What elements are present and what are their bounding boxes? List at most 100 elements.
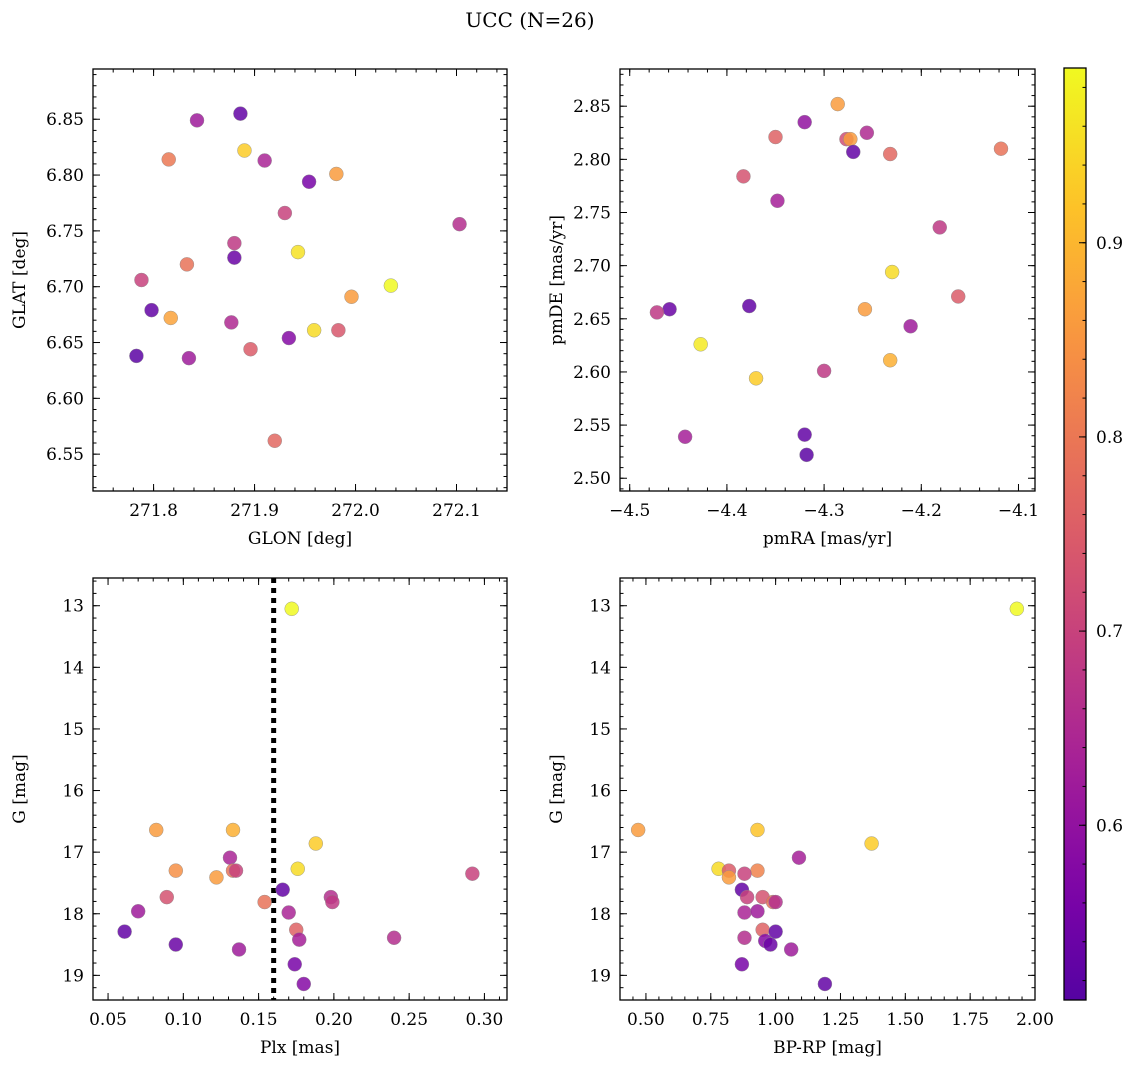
data-point [903, 319, 918, 334]
data-point [281, 905, 296, 920]
data-point [243, 342, 258, 357]
data-point [649, 305, 665, 320]
colorbar-tick-label: 0.9 [1096, 234, 1123, 254]
data-point [292, 932, 307, 947]
data-point [799, 447, 814, 463]
x-axis-label: GLON [deg] [248, 529, 352, 549]
data-point [736, 169, 751, 184]
data-point [237, 143, 252, 158]
y-tick-label: 2.60 [573, 363, 611, 383]
data-point [257, 894, 272, 910]
data-point [859, 125, 875, 140]
points [649, 96, 1009, 463]
data-point [783, 942, 799, 957]
colorbar-tick-label: 0.8 [1096, 428, 1123, 448]
data-point [452, 216, 467, 232]
colorbar-gradient [1063, 67, 1087, 1001]
ticks [620, 69, 1035, 491]
y-tick-label: 17 [589, 843, 611, 863]
x-axis-label: Plx [mas] [260, 1038, 340, 1058]
data-point [144, 302, 159, 318]
data-point [284, 601, 299, 617]
data-point [386, 930, 402, 945]
y-tick-label: 2.85 [573, 97, 611, 117]
y-axis-label: pmDE [mas/yr] [547, 215, 567, 345]
data-point [281, 330, 297, 346]
data-point [993, 141, 1009, 156]
x-tick-label: 1.00 [757, 1010, 795, 1030]
x-tick-label: 271.8 [129, 501, 178, 521]
data-point [742, 298, 757, 314]
data-point [843, 131, 858, 147]
points [129, 106, 467, 448]
data-point [830, 96, 845, 112]
data-point [465, 866, 480, 881]
x-tick-label: 272.0 [331, 501, 380, 521]
data-point [734, 957, 750, 972]
panel-2: −4.5 −4.4 −4.3 −4.2 −4.1 2.50 2.55 2.60 2.65 2.70… [547, 68, 1039, 549]
y-tick-label: 6.60 [46, 389, 84, 409]
panel-1: 271.8 271.9 272.0 272.1 6.55 6.60 6.65 6.70 6.75… [10, 68, 508, 549]
y-tick-label: 2.55 [573, 416, 611, 436]
y-axis-label: G [mag] [547, 754, 567, 823]
colorbar: 0.6 0.7 0.8 0.9 [1063, 67, 1123, 1001]
x-axis-label: pmRA [mas/yr] [763, 529, 892, 549]
data-point [161, 152, 176, 167]
x-tick-label: −4.1 [998, 501, 1039, 521]
data-point [882, 146, 898, 162]
data-point [748, 371, 764, 386]
y-tick-label: 15 [62, 720, 84, 740]
data-point [129, 348, 144, 364]
x-tick-label: 2.00 [1016, 1010, 1054, 1030]
x-tick-label: 0.10 [164, 1010, 202, 1030]
ticks [619, 578, 1036, 1001]
data-point [189, 113, 205, 128]
data-point [737, 905, 752, 920]
x-tick-label: −4.3 [803, 501, 844, 521]
data-point [737, 930, 752, 945]
data-point [228, 863, 244, 878]
y-tick-label: 6.80 [46, 166, 84, 186]
axes-frame [92, 577, 508, 1001]
y-tick-label: 19 [589, 966, 611, 986]
x-tick-label: 0.15 [240, 1010, 278, 1030]
data-point [768, 894, 783, 910]
data-point [797, 114, 812, 130]
colorbar-tick-label: 0.7 [1096, 622, 1123, 642]
x-tick-label: 0.30 [465, 1010, 503, 1030]
data-point [770, 193, 785, 209]
x-tick-label: 0.25 [390, 1010, 428, 1030]
data-point [857, 302, 873, 317]
x-tick-label: 271.9 [230, 501, 279, 521]
data-point [275, 882, 290, 897]
axes-frame [619, 68, 1036, 492]
data-point [763, 937, 778, 952]
data-point [134, 272, 149, 288]
y-tick-label: 6.75 [46, 222, 84, 242]
y-tick-label: 13 [62, 597, 84, 617]
data-point [1009, 601, 1025, 617]
data-point [721, 870, 737, 885]
data-point [750, 822, 765, 838]
data-point [222, 850, 238, 865]
y-tick-label: 2.65 [573, 310, 611, 330]
data-point [117, 924, 132, 939]
x-tick-label: 0.75 [692, 1010, 730, 1030]
x-tick-label: 1.25 [822, 1010, 860, 1030]
data-point [290, 244, 306, 260]
x-tick-label: 0.05 [89, 1010, 127, 1030]
y-tick-label: 2.50 [573, 469, 611, 489]
y-axis-label: GLAT [deg] [10, 231, 30, 329]
y-tick-label: 16 [589, 782, 611, 802]
data-point [267, 433, 282, 448]
y-tick-label: 16 [62, 782, 84, 802]
data-point [325, 894, 340, 910]
data-point [737, 866, 752, 881]
ticks [92, 69, 507, 491]
data-point [882, 353, 898, 368]
y-axis-label: G [mag] [10, 754, 30, 823]
data-point [159, 889, 174, 905]
y-tick-label: 2.80 [573, 150, 611, 170]
data-point [693, 337, 708, 352]
data-point [306, 323, 322, 338]
